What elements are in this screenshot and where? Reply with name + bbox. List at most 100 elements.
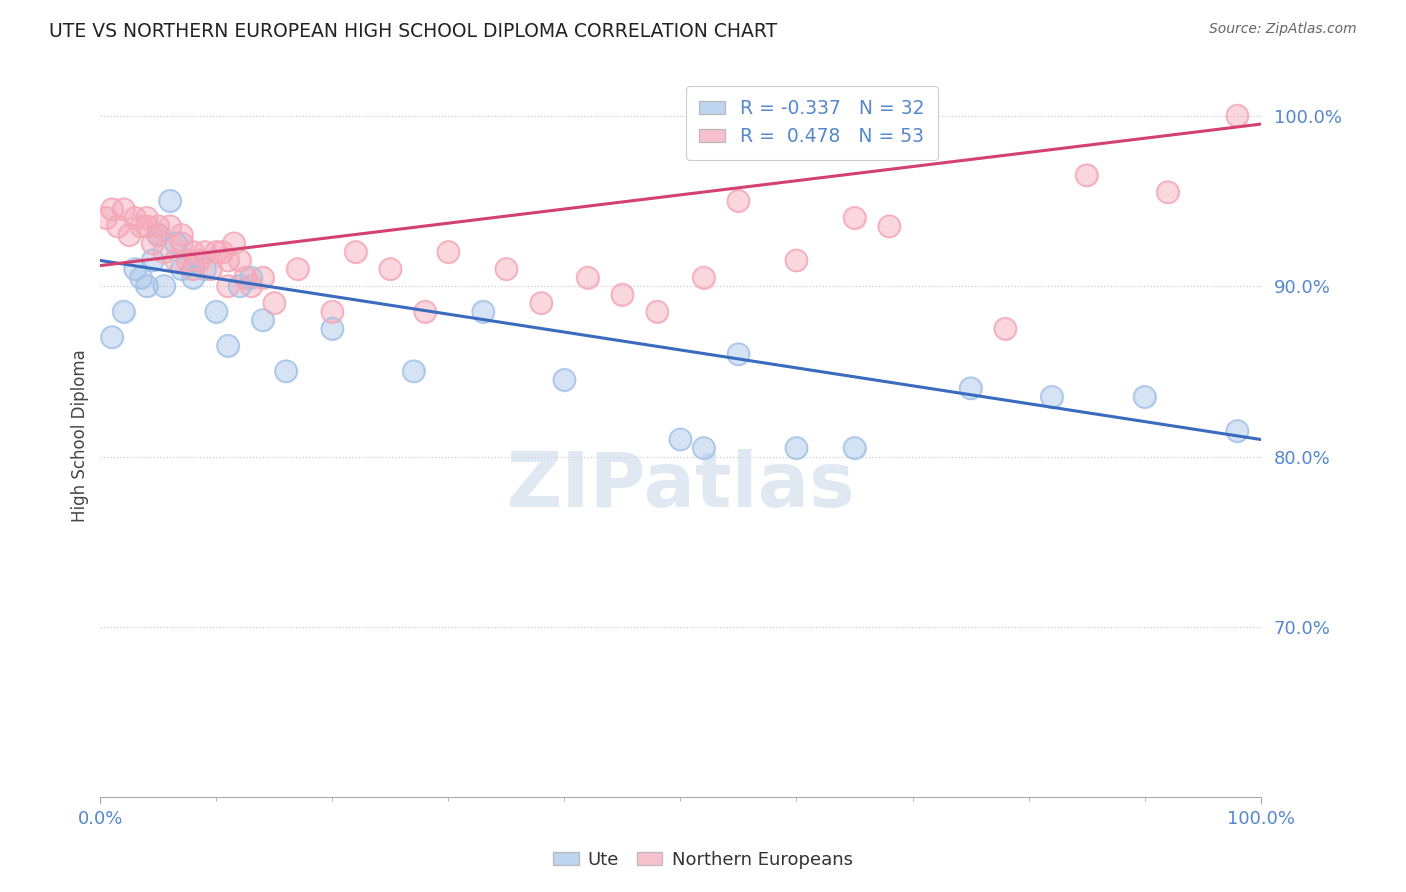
Point (194, 262, 217, 277)
Point (380, 262, 402, 277)
Point (148, 219, 170, 234)
Point (153, 279, 176, 293)
Text: Source: ZipAtlas.com: Source: ZipAtlas.com (1209, 22, 1357, 37)
Point (252, 313, 274, 327)
Point (188, 253, 211, 268)
Point (181, 262, 204, 277)
Point (1076, 168, 1098, 182)
Point (170, 262, 193, 277)
Point (669, 433, 692, 447)
Point (200, 262, 222, 277)
Point (228, 253, 250, 268)
Point (170, 227, 193, 242)
Point (94, 211, 117, 225)
Point (727, 194, 749, 208)
Point (692, 441, 714, 455)
Point (235, 270, 257, 285)
Point (205, 304, 228, 318)
Point (1226, 109, 1249, 123)
Point (107, 219, 129, 234)
Point (727, 194, 749, 208)
Point (879, 219, 901, 234)
Point (205, 244, 228, 259)
Point (1157, 186, 1180, 200)
Point (1226, 424, 1249, 438)
Point (181, 244, 204, 259)
Point (165, 236, 187, 251)
Point (124, 211, 146, 225)
Point (645, 304, 668, 318)
Point (217, 339, 239, 353)
Point (176, 253, 198, 268)
Point (124, 211, 146, 225)
Point (263, 296, 285, 310)
Point (228, 253, 250, 268)
Point (274, 364, 297, 378)
Point (148, 219, 170, 234)
Point (645, 304, 668, 318)
Point (692, 441, 714, 455)
Point (344, 244, 367, 259)
Point (101, 202, 124, 217)
Point (263, 296, 285, 310)
Point (142, 236, 165, 251)
Point (112, 304, 135, 318)
Point (1157, 186, 1180, 200)
Point (124, 262, 146, 277)
Point (211, 244, 233, 259)
Point (148, 227, 170, 242)
Point (159, 219, 181, 234)
Point (228, 279, 250, 293)
Point (576, 270, 599, 285)
Point (235, 270, 257, 285)
Point (785, 253, 807, 268)
Point (165, 253, 187, 268)
Point (112, 304, 135, 318)
Point (252, 313, 274, 327)
Point (118, 227, 141, 242)
Point (194, 244, 217, 259)
Point (112, 202, 135, 217)
Point (612, 287, 634, 301)
Text: UTE VS NORTHERN EUROPEAN HIGH SCHOOL DIPLOMA CORRELATION CHART: UTE VS NORTHERN EUROPEAN HIGH SCHOOL DIP… (49, 22, 778, 41)
Point (879, 219, 901, 234)
Point (1040, 390, 1063, 404)
Point (727, 347, 749, 361)
Point (1040, 390, 1063, 404)
Point (1226, 109, 1249, 123)
Point (692, 270, 714, 285)
Point (170, 236, 193, 251)
Point (217, 279, 239, 293)
Point (205, 304, 228, 318)
Point (1076, 168, 1098, 182)
Point (181, 244, 204, 259)
Point (240, 270, 263, 285)
Y-axis label: High School Diploma: High School Diploma (72, 349, 89, 522)
Point (530, 296, 553, 310)
Point (959, 381, 981, 395)
Point (785, 441, 807, 455)
Point (159, 219, 181, 234)
Point (287, 262, 309, 277)
Point (135, 279, 157, 293)
Point (228, 279, 250, 293)
Point (437, 244, 460, 259)
Point (844, 441, 866, 455)
Point (437, 244, 460, 259)
Point (165, 253, 187, 268)
Point (124, 262, 146, 277)
Point (129, 270, 152, 285)
Point (148, 227, 170, 242)
Point (153, 279, 176, 293)
Point (472, 304, 495, 318)
Point (274, 364, 297, 378)
Point (380, 262, 402, 277)
Point (1226, 424, 1249, 438)
Point (530, 296, 553, 310)
Point (994, 321, 1017, 335)
Point (129, 270, 152, 285)
Point (205, 244, 228, 259)
Point (252, 270, 274, 285)
Point (1133, 390, 1156, 404)
Point (153, 244, 176, 259)
